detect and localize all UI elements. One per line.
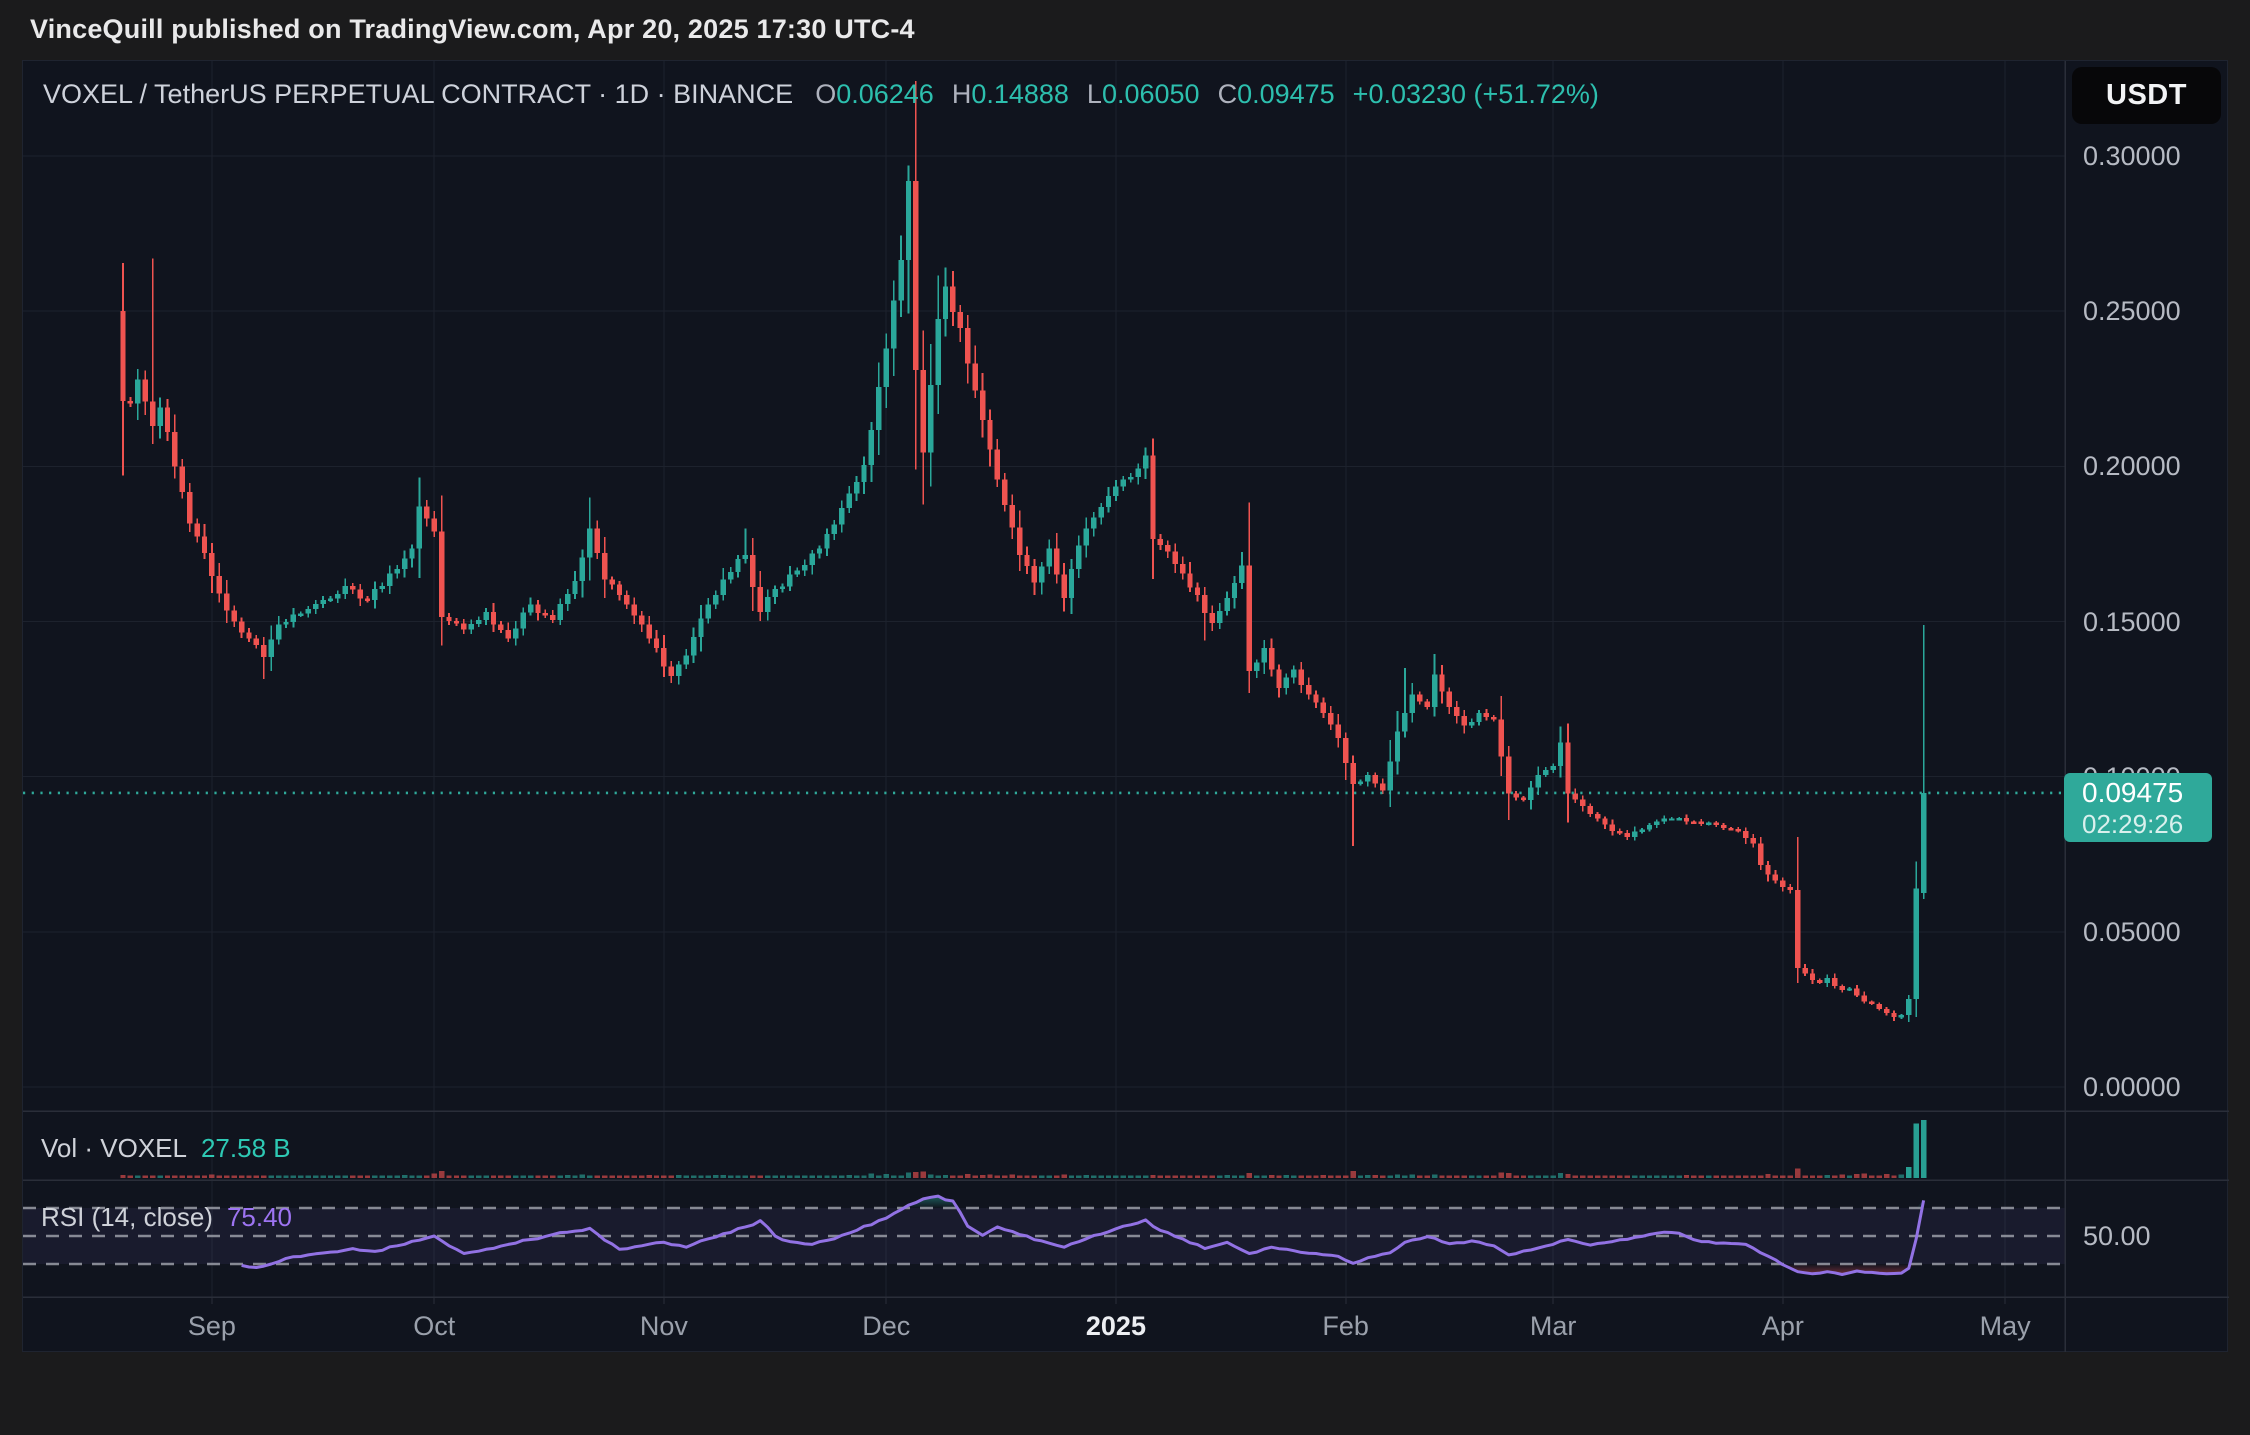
last-price-value: 0.09475 [2082,777,2184,808]
last-price-badge: 0.09475 02:29:26 [2064,773,2212,842]
rsi-legend-value: 75.40 [226,1202,293,1232]
chart-legend[interactable]: VOXEL / TetherUS PERPETUAL CONTRACT · 1D… [43,79,1599,110]
price-tick: 0.20000 [2083,451,2181,482]
chart-panel[interactable]: VOXEL / TetherUS PERPETUAL CONTRACT · 1D… [22,60,2229,1353]
price-tick: 0.15000 [2083,606,2181,637]
month-label: Dec [862,1311,911,1341]
year-label: 2025 [1085,1311,1146,1341]
symbol-title[interactable]: VOXEL / TetherUS PERPETUAL CONTRACT · 1D… [43,79,794,109]
month-label: Apr [1761,1311,1804,1341]
month-label: Sep [187,1311,236,1341]
rsi-level-tick: 50.00 [2083,1221,2151,1251]
volume-legend-value: 27.58 B [200,1133,291,1163]
month-label: Nov [639,1311,688,1341]
attribution-text: VinceQuill published on TradingView.com,… [30,14,915,44]
open-label: O [815,79,837,109]
change-value: +0.03230 (+51.72%) [1352,79,1599,109]
open-value: 0.06246 [836,79,934,109]
currency-button[interactable]: USDT [2072,67,2221,124]
high-label: H [951,79,972,109]
top-attribution-bar: VinceQuill published on TradingView.com,… [0,0,2250,58]
low-value: 0.06050 [1101,79,1200,109]
month-label: Mar [1529,1311,1577,1341]
low-label: L [1086,79,1102,109]
rsi-legend[interactable]: RSI (14, close) 75.40 [41,1202,292,1233]
price-tick: 0.30000 [2083,141,2181,171]
month-label: May [1979,1311,2031,1341]
rsi-legend-title: RSI (14, close) [41,1202,213,1232]
price-tick: 0.25000 [2083,296,2181,327]
close-label: C [1217,79,1238,109]
bottom-brand-bar: TradingView [0,1352,2250,1435]
price-tick: 0.05000 [2083,916,2181,947]
volume-legend-title: Vol · VOXEL [41,1133,187,1163]
price-tick: 0.00000 [2083,1072,2181,1102]
ohlc-values: O0.06246 H0.14888 L0.06050 C0.09475 +0.0… [815,79,1599,110]
bar-countdown: 02:29:26 [2082,809,2184,839]
close-value: 0.09475 [1237,79,1335,109]
month-label: Oct [413,1311,456,1341]
high-value: 0.14888 [971,79,1069,109]
month-label: Feb [1322,1311,1369,1341]
volume-legend[interactable]: Vol · VOXEL 27.58 B [41,1133,291,1164]
chart-canvas[interactable] [23,61,2229,1353]
